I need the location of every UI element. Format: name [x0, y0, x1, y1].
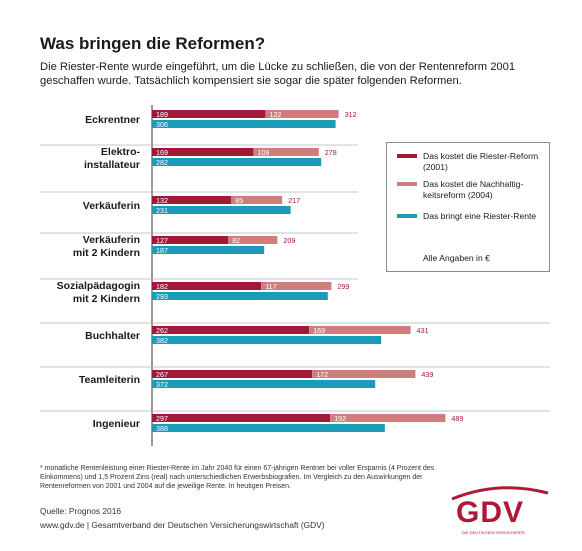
- bar-nachhaltigkeit-cost: [309, 326, 411, 334]
- bar-riester-cost: [152, 236, 229, 244]
- bar-riester-cost: [152, 196, 232, 204]
- category-label: mit 2 Kindern: [73, 247, 140, 259]
- bar-riester-benefit: [152, 158, 322, 166]
- category-label: Teamleiterin: [79, 374, 140, 386]
- data-label-riester-benefit: 231: [156, 206, 168, 215]
- bar-nachhaltigkeit-cost: [231, 196, 283, 204]
- chart-legend: Das kostet die Riester-Reform (2001) Das…: [386, 142, 550, 272]
- page-title: Was bringen die Reformen?: [40, 34, 266, 53]
- data-label-nachhaltigkeit-cost: 172: [316, 370, 328, 379]
- data-label-total-cost: 439: [421, 370, 433, 379]
- logo-swoosh: [451, 486, 549, 500]
- data-label-total-cost: 299: [337, 282, 349, 291]
- data-label-riester-cost: 189: [156, 110, 168, 119]
- category-label: Verkäuferin: [83, 234, 140, 246]
- data-label-total-cost: 209: [283, 236, 295, 245]
- legend-label-riester-benefit: Das bringt eine Riester-Rente: [423, 211, 537, 221]
- page-subtitle: Die Riester-Rente wurde eingeführt, um d…: [40, 61, 516, 87]
- category-label: Ingenieur: [93, 418, 140, 430]
- bar-riester-cost: [152, 370, 313, 378]
- data-label-riester-cost: 297: [156, 414, 168, 423]
- bar-riester-cost: [152, 282, 262, 290]
- data-label-riester-cost: 127: [156, 236, 168, 245]
- bar-riester-benefit: [152, 292, 328, 300]
- website-note: www.gdv.de | Gesamtverband der Deutschen…: [40, 520, 325, 530]
- category-label: mit 2 Kindern: [73, 293, 140, 305]
- bar-riester-cost: [152, 326, 310, 334]
- bar-nachhaltigkeit-cost: [261, 282, 332, 290]
- legend-label-nachhaltigkeit-cost: Das kostet die Nachhaltig-keitsreform (2…: [423, 179, 524, 200]
- category-label: Verkäuferin: [83, 200, 140, 212]
- data-label-riester-benefit: 388: [156, 424, 168, 433]
- bar-riester-cost: [152, 110, 266, 118]
- category-label: Sozialpädagogin: [57, 280, 140, 292]
- bar-nachhaltigkeit-cost: [265, 110, 339, 118]
- data-label-riester-benefit: 372: [156, 380, 168, 389]
- legend-label-riester-cost: Das kostet die Riester-Reform (2001): [423, 151, 539, 172]
- data-label-riester-cost: 267: [156, 370, 168, 379]
- data-label-nachhaltigkeit-cost: 169: [313, 326, 325, 335]
- bar-riester-benefit: [152, 336, 382, 344]
- data-label-total-cost: 217: [288, 196, 300, 205]
- gdv-logo-tagline: DIE DEUTSCHEN VERSICHERER: [462, 530, 525, 535]
- data-label-riester-cost: 132: [156, 196, 168, 205]
- gdv-logo: GDV: [456, 496, 525, 529]
- legend-swatch-riester-cost: [397, 154, 417, 158]
- data-label-nachhaltigkeit-cost: 122: [269, 110, 281, 119]
- data-label-riester-cost: 182: [156, 282, 168, 291]
- source-note: Quelle: Prognos 2016: [40, 506, 122, 516]
- data-label-nachhaltigkeit-cost: 192: [334, 414, 346, 423]
- legend-swatch-nachhaltigkeit-cost: [397, 182, 417, 186]
- legend-note: Alle Angaben in €: [423, 253, 490, 263]
- data-label-total-cost: 312: [345, 110, 357, 119]
- data-label-nachhaltigkeit-cost: 85: [235, 196, 243, 205]
- bar-riester-cost: [152, 414, 331, 422]
- data-label-riester-benefit: 306: [156, 120, 168, 129]
- data-label-riester-cost: 262: [156, 326, 168, 335]
- bar-nachhaltigkeit-cost: [330, 414, 446, 422]
- category-label: Elektro-: [101, 146, 141, 158]
- bar-riester-benefit: [152, 206, 291, 214]
- data-label-total-cost: 278: [325, 148, 337, 157]
- data-label-total-cost: 489: [451, 414, 463, 423]
- footnote: * monatliche Rentenleistung einer Rieste…: [40, 465, 435, 490]
- data-label-riester-cost: 169: [156, 148, 168, 157]
- bar-nachhaltigkeit-cost: [253, 148, 319, 156]
- legend-swatch-riester-benefit: [397, 214, 417, 218]
- data-label-riester-benefit: 382: [156, 336, 168, 345]
- data-label-total-cost: 431: [417, 326, 429, 335]
- data-label-riester-benefit: 282: [156, 158, 168, 167]
- data-label-nachhaltigkeit-cost: 109: [257, 148, 269, 157]
- bar-nachhaltigkeit-cost: [312, 370, 416, 378]
- bar-riester-benefit: [152, 424, 385, 432]
- data-label-nachhaltigkeit-cost: 82: [232, 236, 240, 245]
- bar-riester-cost: [152, 148, 254, 156]
- category-label: Eckrentner: [85, 114, 140, 126]
- data-label-riester-benefit: 293: [156, 292, 168, 301]
- data-label-riester-benefit: 187: [156, 246, 168, 255]
- bar-nachhaltigkeit-cost: [228, 236, 278, 244]
- bar-riester-benefit: [152, 120, 336, 128]
- category-label: Buchhalter: [85, 330, 140, 342]
- bar-riester-benefit: [152, 246, 265, 254]
- category-label: installateur: [84, 159, 140, 171]
- bar-riester-benefit: [152, 380, 376, 388]
- data-label-nachhaltigkeit-cost: 117: [265, 282, 276, 291]
